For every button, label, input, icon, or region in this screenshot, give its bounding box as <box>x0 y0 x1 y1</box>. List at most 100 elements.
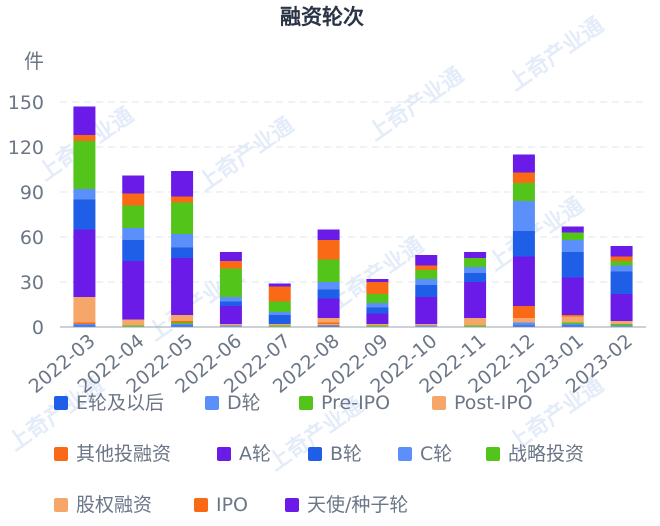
bar-segment <box>464 267 487 273</box>
legend-item: B轮 <box>308 443 362 465</box>
bar-segment <box>512 325 535 327</box>
bar-segment <box>415 297 438 324</box>
bar-segment <box>268 301 291 312</box>
bar-stack-2023-02 <box>610 246 633 327</box>
legend-label: 股权融资 <box>76 494 152 516</box>
bar-segment <box>464 318 487 324</box>
legend-item: 其他投融资 <box>54 443 171 465</box>
bar-segment <box>561 252 584 278</box>
bar-stack-2022-11 <box>464 252 487 327</box>
bar-segment <box>366 279 389 282</box>
legend-item: Post-IPO <box>432 392 533 414</box>
bar-stack-2022-06 <box>219 252 242 327</box>
bar-segment <box>561 232 584 240</box>
bar-segment <box>219 297 242 302</box>
legend-label: B轮 <box>330 443 362 465</box>
bar-segment <box>171 196 194 203</box>
bar-segment <box>415 270 438 279</box>
watermark-text: 上奇产业通 <box>363 62 468 146</box>
bar-segment <box>317 322 340 324</box>
legend-swatch <box>432 396 446 410</box>
bar-segment <box>610 265 633 272</box>
bar-stack-2022-04 <box>122 175 145 327</box>
legend-item: C轮 <box>398 443 452 465</box>
bar-segment <box>464 258 487 267</box>
bar-segment <box>561 226 584 233</box>
bar-segment <box>561 315 584 317</box>
bar-segment <box>73 297 96 323</box>
bar-segment <box>171 325 194 327</box>
legend: E轮及以后 D轮 Pre-IPO Post-IPO 其他投融资 A轮 B轮 C轮 战略投资股权融… <box>54 392 584 516</box>
legend-item: IPO <box>194 494 248 516</box>
bar-segment <box>268 283 291 287</box>
bar-segment <box>219 252 242 261</box>
legend-label: 其他投融资 <box>76 443 171 465</box>
legend-label: IPO <box>216 494 248 516</box>
bar-segment <box>73 135 96 141</box>
bar-segment <box>512 318 535 321</box>
bar-segment <box>610 246 633 257</box>
bar-segment <box>73 189 96 200</box>
bar-segment <box>317 325 340 327</box>
bar-segment <box>415 325 438 327</box>
bar-segment <box>122 175 145 194</box>
chart-title: 融资轮次 <box>280 5 364 29</box>
bar-segment <box>415 285 438 297</box>
bar-segment <box>317 229 340 240</box>
bar-segment <box>561 324 584 326</box>
bar-segment <box>219 301 242 306</box>
bar-stack-2022-05 <box>171 171 194 327</box>
bar-segment <box>73 141 96 189</box>
bar-stack-2022-12 <box>512 154 535 327</box>
y-tick-label: 90 <box>20 182 44 204</box>
legend-item: E轮及以后 <box>54 392 164 414</box>
bar-segment <box>171 202 194 234</box>
bar-segment <box>317 282 340 290</box>
bar-segment <box>73 324 96 326</box>
legend-swatch <box>54 396 68 410</box>
legend-label: C轮 <box>420 443 452 465</box>
bar-segment <box>415 265 438 270</box>
bar-segment <box>268 325 291 327</box>
bar-segment <box>268 315 291 324</box>
bar-segment <box>317 298 340 318</box>
bar-segment <box>171 247 194 258</box>
bar-segment <box>464 282 487 318</box>
bar-segment <box>561 325 584 327</box>
legend-label: Post-IPO <box>454 392 533 414</box>
bar-segment <box>73 199 96 230</box>
bar-segment <box>73 322 96 324</box>
bar-stack-2022-08 <box>317 229 340 327</box>
bar-stack-2022-09 <box>366 279 389 327</box>
bar-segment <box>415 279 438 285</box>
bar-segment <box>317 324 340 326</box>
bar-segment <box>464 325 487 327</box>
legend-swatch <box>217 447 231 461</box>
bar-segment <box>73 106 96 135</box>
bar-segment <box>512 321 535 323</box>
bar-segment <box>171 324 194 326</box>
legend-label: 天使/种子轮 <box>307 494 408 516</box>
bar-segment <box>73 229 96 297</box>
bar-segment <box>171 322 194 324</box>
bar-segment <box>219 306 242 324</box>
bar-segment <box>415 255 438 266</box>
bar-segment <box>561 240 584 252</box>
bar-segment <box>512 201 535 231</box>
legend-swatch <box>308 447 322 461</box>
bar-segment <box>610 294 633 321</box>
bar-segment <box>268 286 291 302</box>
bar-segment <box>219 325 242 327</box>
bar-segment <box>122 228 145 240</box>
bar-segment <box>122 325 145 327</box>
bar-segment <box>317 240 340 260</box>
bar-segment <box>122 261 145 320</box>
legend-item: Pre-IPO <box>299 392 390 414</box>
y-axis-ticks: 0 30 60 90 120 150 <box>8 92 44 339</box>
bar-segment <box>512 231 535 257</box>
x-axis-ticks: 2022-032022-042022-052022-062022-072022-… <box>25 330 637 398</box>
bar-segment <box>512 154 535 173</box>
bar-segment <box>122 193 145 206</box>
bar-segment <box>512 322 535 326</box>
